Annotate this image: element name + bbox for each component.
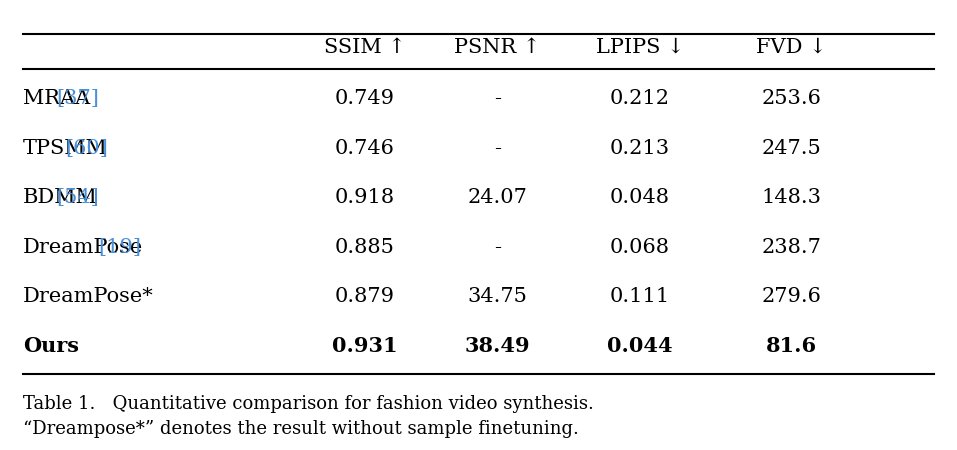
Text: 0.212: 0.212	[610, 89, 670, 108]
Text: 81.6: 81.6	[766, 336, 817, 356]
Text: PSNR ↑: PSNR ↑	[455, 38, 541, 57]
Text: -: -	[494, 139, 501, 158]
Text: 34.75: 34.75	[468, 287, 527, 306]
Text: 0.213: 0.213	[610, 139, 670, 158]
Text: TPSMM: TPSMM	[23, 139, 108, 158]
Text: -: -	[494, 89, 501, 108]
Text: 0.918: 0.918	[335, 188, 394, 207]
Text: 0.879: 0.879	[335, 287, 394, 306]
Text: LPIPS ↓: LPIPS ↓	[595, 38, 684, 57]
Text: 253.6: 253.6	[762, 89, 821, 108]
Text: -: -	[494, 238, 501, 256]
Text: 0.746: 0.746	[335, 139, 394, 158]
Text: Ours: Ours	[23, 336, 79, 356]
Text: BDMM: BDMM	[23, 188, 98, 207]
Text: 238.7: 238.7	[762, 238, 821, 256]
Text: 24.07: 24.07	[468, 188, 527, 207]
Text: FVD ↓: FVD ↓	[756, 38, 827, 57]
Text: MRAA: MRAA	[23, 89, 90, 108]
Text: 0.749: 0.749	[335, 89, 394, 108]
Text: 247.5: 247.5	[762, 139, 821, 158]
Text: 0.068: 0.068	[610, 238, 670, 256]
Text: 0.885: 0.885	[335, 238, 394, 256]
Text: [60]: [60]	[65, 139, 108, 158]
Text: [54]: [54]	[56, 188, 100, 207]
Text: DreamPose: DreamPose	[23, 238, 144, 256]
Text: [19]: [19]	[99, 238, 142, 256]
Text: 0.931: 0.931	[332, 336, 397, 356]
Text: 0.048: 0.048	[610, 188, 670, 207]
Text: 38.49: 38.49	[465, 336, 530, 356]
Text: 148.3: 148.3	[762, 188, 821, 207]
Text: 279.6: 279.6	[762, 287, 821, 306]
Text: Table 1.   Quantitative comparison for fashion video synthesis.
“Dreampose*” den: Table 1. Quantitative comparison for fas…	[23, 396, 594, 438]
Text: SSIM ↑: SSIM ↑	[323, 38, 406, 57]
Text: 0.111: 0.111	[610, 287, 670, 306]
Text: [37]: [37]	[56, 89, 100, 108]
Text: 0.044: 0.044	[607, 336, 673, 356]
Text: DreamPose*: DreamPose*	[23, 287, 154, 306]
